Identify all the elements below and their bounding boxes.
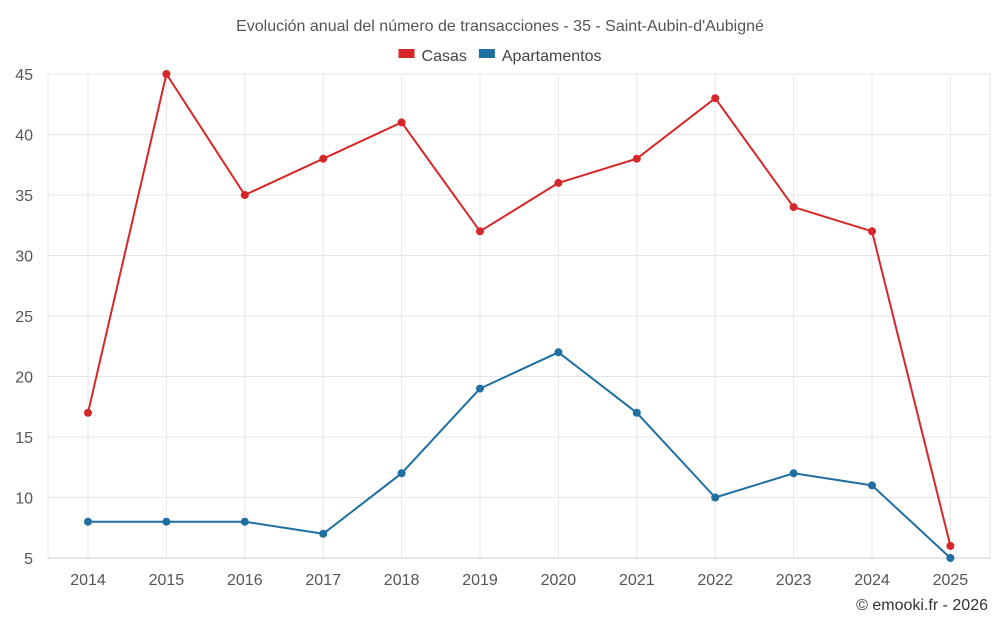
data-point-casas[interactable] [554, 178, 563, 187]
x-tick-label: 2016 [227, 572, 263, 589]
legend-swatch [398, 49, 415, 58]
data-point-casas[interactable] [240, 191, 249, 199]
data-point-casas[interactable] [397, 118, 406, 127]
data-point-apartamentos[interactable] [397, 469, 406, 478]
legend: Casas Apartamentos [398, 48, 602, 65]
x-tick-label: 2015 [149, 572, 185, 589]
series-group [84, 70, 955, 562]
x-axis: 2014 2015 2016 2017 2018 2019 2020 2021 2022 2023… [70, 572, 968, 589]
data-point-casas[interactable] [632, 154, 641, 163]
data-point-casas[interactable] [711, 94, 720, 103]
y-tick-label: 20 [15, 370, 33, 387]
data-point-apartamentos[interactable] [240, 517, 249, 526]
x-tick-label: 2024 [854, 572, 890, 589]
data-point-apartamentos[interactable] [554, 348, 563, 357]
data-point-casas[interactable] [868, 227, 876, 236]
data-point-casas[interactable] [946, 541, 955, 550]
data-point-casas[interactable] [319, 154, 328, 163]
series-casas [84, 70, 955, 550]
x-tick-label: 2022 [697, 572, 733, 589]
grid [47, 73, 991, 559]
y-tick-label: 40 [15, 128, 33, 145]
y-tick-label: 30 [15, 249, 33, 266]
credit-text: © emooki.fr - 2026 [856, 597, 988, 614]
legend-item-casas[interactable]: Casas [398, 48, 467, 65]
x-tick-label: 2017 [305, 572, 341, 589]
y-tick-label: 15 [15, 430, 33, 447]
legend-swatch [478, 49, 495, 58]
y-tick-label: 10 [15, 491, 33, 508]
x-tick-label: 2020 [541, 572, 577, 589]
x-tick-label: 2014 [70, 572, 106, 589]
legend-label: Casas [422, 48, 467, 65]
data-point-apartamentos[interactable] [789, 469, 798, 478]
y-tick-label: 45 [15, 67, 33, 84]
x-tick-label: 2023 [776, 572, 812, 589]
data-point-apartamentos[interactable] [946, 554, 955, 562]
data-point-apartamentos[interactable] [84, 517, 92, 526]
legend-item-apartamentos[interactable]: Apartamentos [478, 48, 602, 65]
x-tick-label: 2018 [384, 572, 420, 589]
chart-title: Evolución anual del número de transaccio… [236, 18, 764, 35]
y-axis: 5 10 15 20 25 30 35 40 45 [15, 67, 33, 568]
data-point-casas[interactable] [162, 70, 171, 78]
series-line-apartamentos [88, 351, 952, 559]
x-tick-label: 2019 [462, 572, 498, 589]
legend-label: Apartamentos [502, 48, 602, 65]
data-point-apartamentos[interactable] [476, 384, 484, 393]
data-point-casas[interactable] [84, 408, 92, 417]
x-tick-label: 2025 [933, 572, 969, 589]
y-tick-label: 25 [15, 309, 33, 326]
series-apartamentos [84, 348, 955, 562]
y-tick-label: 5 [24, 551, 33, 568]
data-point-apartamentos[interactable] [162, 517, 171, 526]
data-point-apartamentos[interactable] [711, 493, 720, 502]
data-point-apartamentos[interactable] [868, 481, 876, 490]
data-point-apartamentos[interactable] [319, 529, 328, 538]
y-tick-label: 35 [15, 188, 33, 205]
data-point-casas[interactable] [476, 227, 484, 236]
series-line-casas [87, 73, 952, 547]
x-tick-label: 2021 [619, 572, 655, 589]
data-point-apartamentos[interactable] [632, 408, 641, 417]
data-point-casas[interactable] [789, 203, 798, 212]
